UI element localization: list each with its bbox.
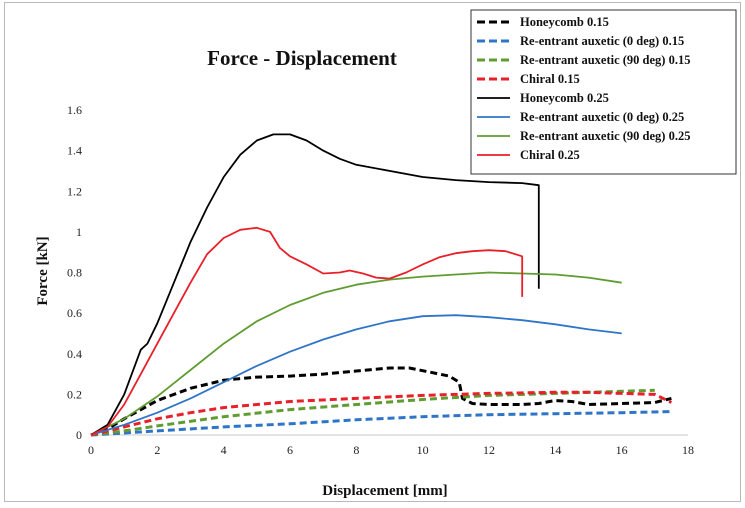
y-tick-label: 0.6 bbox=[67, 306, 82, 320]
y-tick-label: 0.4 bbox=[67, 347, 82, 361]
legend-entry: Re-entrant auxetic (90 deg) 0.15 bbox=[520, 53, 690, 67]
x-tick-label: 12 bbox=[483, 443, 495, 457]
y-tick-label: 0.2 bbox=[67, 387, 82, 401]
x-tick-label: 4 bbox=[221, 443, 227, 457]
y-tick-label: 0.8 bbox=[67, 266, 82, 280]
series-line bbox=[90, 366, 672, 437]
y-tick-label: 1.2 bbox=[67, 184, 82, 198]
legend-entry: Re-entrant auxetic (0 deg) 0.15 bbox=[520, 34, 684, 48]
legend-entry: Honeycomb 0.15 bbox=[520, 15, 609, 29]
legend-entry: Honeycomb 0.25 bbox=[520, 91, 609, 105]
y-tick-label: 1.4 bbox=[67, 144, 82, 158]
y-tick-label: 1 bbox=[76, 225, 82, 239]
y-tick-label: 1.6 bbox=[67, 103, 82, 117]
y-axis-label: Force [kN] bbox=[35, 236, 51, 305]
legend-entry: Chiral 0.25 bbox=[520, 148, 580, 162]
y-tick-label: 0 bbox=[76, 428, 82, 442]
x-tick-label: 8 bbox=[353, 443, 359, 457]
x-tick-label: 18 bbox=[682, 443, 694, 457]
x-tick-label: 0 bbox=[88, 443, 94, 457]
x-tick-label: 16 bbox=[616, 443, 628, 457]
legend-entry: Re-entrant auxetic (90 deg) 0.25 bbox=[520, 129, 690, 143]
series-line bbox=[90, 410, 672, 437]
x-ticks: 0 2 4 6 8 10 12 14 16 18 bbox=[88, 443, 694, 457]
y-ticks: 0 0.2 0.4 0.6 0.8 1 1.2 1.4 1.6 bbox=[67, 103, 82, 442]
chart-title: Force - Displacement bbox=[207, 46, 397, 70]
x-tick-label: 2 bbox=[154, 443, 160, 457]
legend: Honeycomb 0.15 Re-entrant auxetic (0 deg)… bbox=[477, 15, 690, 162]
series-line bbox=[90, 271, 622, 436]
x-tick-label: 14 bbox=[549, 443, 561, 457]
legend-entry: Chiral 0.15 bbox=[520, 72, 580, 86]
x-tick-label: 10 bbox=[417, 443, 429, 457]
chart-frame: Force - Displacement Force [kN] Displace… bbox=[4, 2, 741, 502]
series-line bbox=[90, 314, 622, 436]
x-tick-label: 6 bbox=[287, 443, 293, 457]
legend-box bbox=[470, 9, 737, 175]
series-line bbox=[90, 133, 540, 436]
series-line bbox=[90, 390, 673, 437]
x-axis-label: Displacement [mm] bbox=[322, 483, 447, 499]
legend-entry: Re-entrant auxetic (0 deg) 0.25 bbox=[520, 110, 684, 124]
series-line bbox=[90, 226, 524, 436]
force-displacement-chart: Force - Displacement Force [kN] Displace… bbox=[35, 9, 737, 499]
plot-lines bbox=[90, 133, 673, 437]
